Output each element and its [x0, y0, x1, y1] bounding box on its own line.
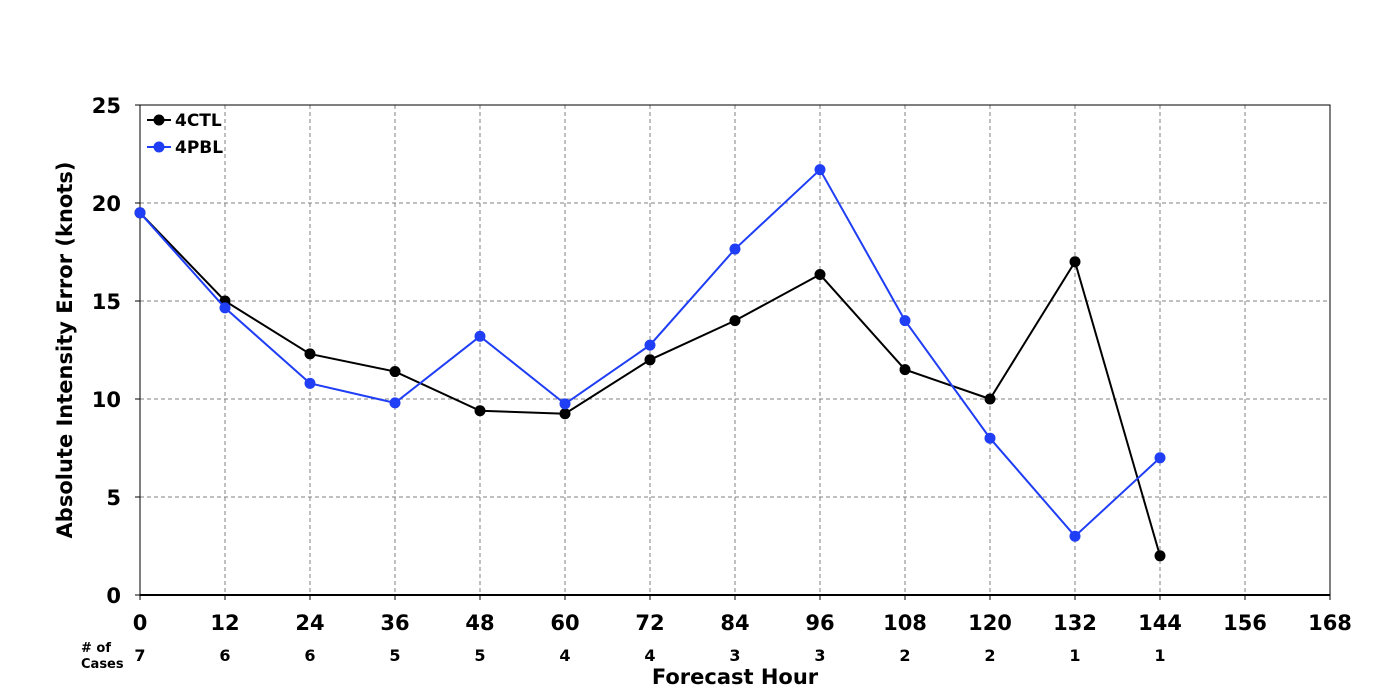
- x-tick-label: 72: [635, 611, 664, 635]
- data-point: [134, 207, 146, 219]
- data-point: [474, 330, 486, 342]
- grid-lines: [140, 105, 1330, 595]
- y-axis-title: Absolute Intensity Error (knots): [53, 162, 77, 539]
- legend-item-4ctl: 4CTL: [147, 111, 222, 131]
- legend-swatch-marker: [153, 114, 165, 126]
- data-point: [1069, 530, 1081, 542]
- x-tick-label: 12: [210, 611, 239, 635]
- x-tick-label: 96: [805, 611, 834, 635]
- y-tick-label: 20: [92, 192, 121, 216]
- cases-count: 7: [134, 646, 145, 665]
- x-tick-label: 60: [550, 611, 579, 635]
- data-point: [814, 164, 826, 176]
- data-point: [899, 315, 911, 327]
- x-axis-title: Forecast Hour: [652, 665, 819, 689]
- cases-count: 6: [304, 646, 315, 665]
- cases-count: 3: [729, 646, 740, 665]
- data-point: [644, 354, 656, 366]
- data-point: [1154, 550, 1166, 562]
- data-point: [984, 393, 996, 405]
- cases-count: 6: [219, 646, 230, 665]
- legend-label: 4PBL: [175, 138, 223, 158]
- x-tick-label: 0: [133, 611, 148, 635]
- data-point: [474, 405, 486, 417]
- data-point: [984, 432, 996, 444]
- x-tick-label: 36: [380, 611, 409, 635]
- y-tick-label: 25: [92, 94, 121, 118]
- data-point: [304, 377, 316, 389]
- y-tick-label: 15: [92, 290, 121, 314]
- cases-count: 1: [1069, 646, 1080, 665]
- cases-count: 2: [899, 646, 910, 665]
- y-tick-label: 10: [92, 388, 121, 412]
- cases-row: 7 6 6 5 5 4 4 3 3 2 2 1 1: [134, 646, 1165, 665]
- x-tick-label: 168: [1308, 611, 1352, 635]
- y-tick-labels: 0 5 10 15 20 25: [92, 94, 140, 608]
- cases-count: 2: [984, 646, 995, 665]
- x-tick-label: 108: [883, 611, 927, 635]
- x-tick-label: 144: [1138, 611, 1182, 635]
- cases-label-line1: # of: [81, 641, 111, 656]
- cases-count: 4: [644, 646, 655, 665]
- data-point: [1154, 452, 1166, 464]
- x-tick-label: 48: [465, 611, 494, 635]
- data-point: [899, 364, 911, 376]
- cases-count: 4: [559, 646, 570, 665]
- x-tick-label: 120: [968, 611, 1012, 635]
- series-4pbl: [134, 164, 1166, 542]
- data-point: [1069, 256, 1081, 268]
- legend-item-4pbl: 4PBL: [147, 138, 223, 158]
- data-point: [729, 315, 741, 327]
- x-tick-label: 84: [720, 611, 749, 635]
- data-point: [559, 408, 571, 420]
- legend-label: 4CTL: [175, 111, 222, 131]
- cases-count: 5: [474, 646, 485, 665]
- x-tick-label: 132: [1053, 611, 1097, 635]
- x-tick-labels: 0 12 24 36 48 60 72 84 96 108 120 132 144 156 168: [133, 595, 1352, 635]
- cases-label-line2: Cases: [81, 657, 124, 672]
- data-point: [814, 269, 826, 281]
- cases-count: 1: [1154, 646, 1165, 665]
- x-tick-label: 156: [1223, 611, 1267, 635]
- cases-count: 3: [814, 646, 825, 665]
- cases-count: 5: [389, 646, 400, 665]
- series-layer: [134, 164, 1166, 562]
- data-point: [559, 398, 571, 410]
- x-tick-label: 24: [295, 611, 324, 635]
- data-point: [729, 243, 741, 255]
- data-point: [219, 302, 231, 314]
- y-tick-label: 5: [106, 486, 121, 510]
- data-point: [304, 348, 316, 360]
- y-tick-label: 0: [106, 584, 121, 608]
- data-point: [644, 339, 656, 351]
- data-point: [389, 366, 401, 378]
- legend-swatch-marker: [153, 141, 165, 153]
- data-point: [389, 397, 401, 409]
- legend: 4CTL 4PBL: [147, 111, 223, 158]
